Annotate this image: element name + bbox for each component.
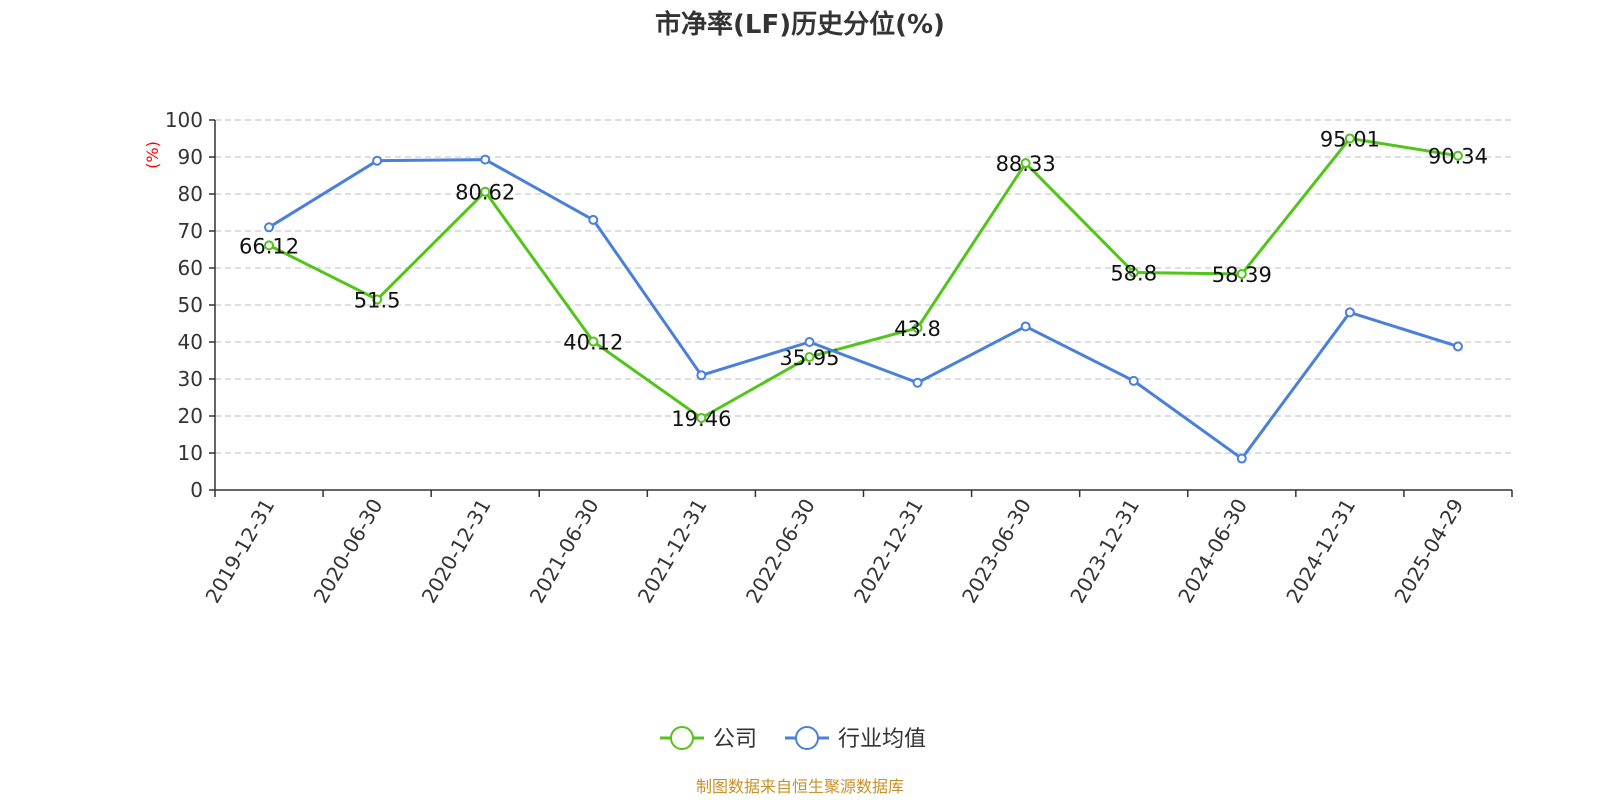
y-tick-label: 20 bbox=[178, 404, 203, 428]
data-point[interactable] bbox=[1452, 150, 1463, 161]
data-label: 80.62 bbox=[455, 181, 515, 205]
y-tick-label: 30 bbox=[178, 367, 203, 391]
legend-marker bbox=[670, 726, 694, 750]
series-company: 66.1251.580.6240.1219.4635.9543.888.3358… bbox=[239, 127, 1488, 431]
data-point[interactable] bbox=[588, 336, 599, 347]
x-tick-label: 2023-12-31 bbox=[1065, 495, 1144, 608]
data-label: 58.8 bbox=[1110, 261, 1157, 285]
data-point[interactable] bbox=[912, 377, 923, 388]
data-point[interactable] bbox=[1236, 268, 1247, 279]
data-point[interactable] bbox=[1128, 375, 1139, 386]
y-tick-label: 100 bbox=[165, 108, 203, 132]
grid-lines bbox=[215, 119, 1512, 454]
data-point[interactable] bbox=[1020, 321, 1031, 332]
x-tick-label: 2022-12-31 bbox=[849, 495, 928, 608]
y-tick-label: 50 bbox=[178, 293, 203, 317]
data-label: 90.34 bbox=[1428, 145, 1488, 169]
legend-marker bbox=[795, 726, 819, 750]
y-tick-label: 40 bbox=[178, 330, 203, 354]
x-tick-label: 2025-04-29 bbox=[1389, 495, 1468, 608]
data-point[interactable] bbox=[264, 222, 275, 233]
data-point[interactable] bbox=[696, 412, 707, 423]
series-industry-average bbox=[264, 154, 1463, 464]
data-label: 40.12 bbox=[563, 331, 623, 355]
y-tick-label: 70 bbox=[178, 219, 203, 243]
data-label: 58.39 bbox=[1212, 263, 1272, 287]
legend-label: 公司 bbox=[713, 727, 757, 752]
y-axis-ticks: 0 10 20 30 40 50 60 70 80 90 100 bbox=[165, 108, 215, 502]
data-point[interactable] bbox=[1128, 267, 1139, 278]
x-tick-label: 2020-06-30 bbox=[309, 495, 388, 608]
data-point[interactable] bbox=[1344, 307, 1355, 318]
legend[interactable]: 公司 行业均值 bbox=[660, 726, 926, 752]
x-tick-label: 2023-06-30 bbox=[957, 495, 1036, 608]
x-tick-label: 2019-12-31 bbox=[200, 495, 279, 608]
data-label: 51.5 bbox=[354, 288, 401, 312]
series-line bbox=[268, 158, 1459, 461]
x-tick-label: 2022-06-30 bbox=[741, 495, 820, 608]
x-tick-label: 2021-12-31 bbox=[633, 495, 712, 608]
data-label: 66.12 bbox=[239, 234, 299, 258]
y-tick-label: 60 bbox=[178, 256, 203, 280]
data-point[interactable] bbox=[372, 294, 383, 305]
data-point[interactable] bbox=[1344, 133, 1355, 144]
data-point[interactable] bbox=[696, 370, 707, 381]
series-group: 66.1251.580.6240.1219.4635.9543.888.3358… bbox=[239, 127, 1488, 464]
data-point[interactable] bbox=[804, 351, 815, 362]
x-tick-label: 2024-12-31 bbox=[1281, 495, 1360, 608]
data-point[interactable] bbox=[480, 154, 491, 165]
data-point[interactable] bbox=[1236, 453, 1247, 464]
x-tick-label: 2024-06-30 bbox=[1173, 495, 1252, 608]
data-point[interactable] bbox=[480, 186, 491, 197]
x-axis-ticks: 2019-12-31 2020-06-30 2020-12-31 2021-06-30… bbox=[200, 490, 1513, 608]
x-tick-label: 2021-06-30 bbox=[525, 495, 604, 608]
data-label: 43.8 bbox=[894, 317, 941, 341]
data-point[interactable] bbox=[912, 322, 923, 333]
legend-item-industry-average[interactable]: 行业均值 bbox=[785, 726, 926, 752]
y-axis-label: (%) bbox=[143, 141, 162, 169]
source-note: 制图数据来自恒生聚源数据库 bbox=[696, 777, 904, 796]
y-tick-label: 10 bbox=[178, 441, 203, 465]
data-label: 88.33 bbox=[996, 152, 1056, 176]
data-point[interactable] bbox=[1452, 341, 1463, 352]
y-tick-label: 0 bbox=[190, 478, 203, 502]
data-point[interactable] bbox=[588, 214, 599, 225]
series-line bbox=[268, 136, 1459, 420]
data-point[interactable] bbox=[264, 240, 275, 251]
data-point[interactable] bbox=[372, 155, 383, 166]
x-tick-label: 2020-12-31 bbox=[417, 495, 496, 608]
y-tick-label: 80 bbox=[178, 182, 203, 206]
y-tick-label: 90 bbox=[178, 145, 203, 169]
data-label: 19.46 bbox=[671, 407, 731, 431]
data-label: 95.01 bbox=[1320, 127, 1380, 151]
data-point[interactable] bbox=[804, 337, 815, 347]
legend-label: 行业均值 bbox=[838, 727, 926, 752]
legend-item-company[interactable]: 公司 bbox=[660, 726, 757, 752]
data-point[interactable] bbox=[1020, 158, 1031, 169]
chart-title: 市净率(LF)历史分位(%) bbox=[655, 9, 945, 40]
